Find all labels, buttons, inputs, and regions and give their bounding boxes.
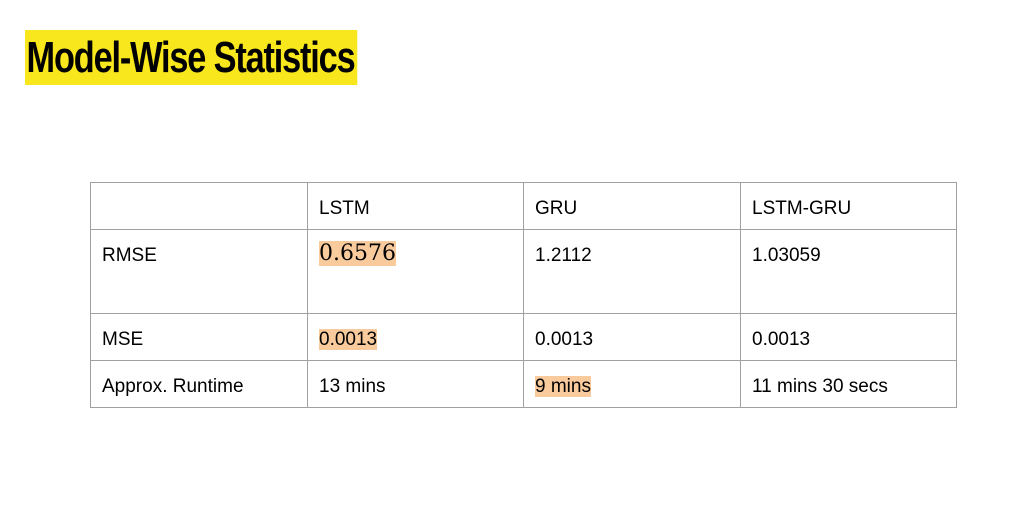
table-row-rmse: RMSE 0.6576 1.2112 1.03059 (90, 229, 957, 314)
cell-value: 11 mins 30 secs (752, 376, 888, 397)
cell-value: 0.0013 (535, 329, 594, 350)
table-cell: 0.0013 (740, 313, 957, 361)
cell-value: 0.0013 (752, 329, 811, 350)
table-row-runtime: Approx. Runtime 13 mins 9 mins 11 mins 3… (90, 360, 957, 408)
table-cell: 0.0013 (307, 313, 524, 361)
table-cell: 13 mins (307, 360, 524, 408)
table-cell: 0.0013 (523, 313, 741, 361)
header-cell-gru: GRU (523, 182, 741, 230)
cell-value: 1.2112 (535, 245, 592, 266)
highlighted-value: 0.0013 (319, 329, 378, 350)
row-label-cell: Approx. Runtime (90, 360, 308, 408)
row-label: RMSE (102, 245, 157, 266)
row-label-cell: RMSE (90, 229, 308, 314)
header-cell-lstm-gru: LSTM-GRU (740, 182, 957, 230)
header-label: LSTM (319, 198, 370, 219)
table-cell: 9 mins (523, 360, 741, 408)
table-cell: 1.2112 (523, 229, 741, 314)
table-cell: 1.03059 (740, 229, 957, 314)
highlighted-value: 0.6576 (319, 241, 396, 266)
table-row-mse: MSE 0.0013 0.0013 0.0013 (90, 313, 957, 361)
slide-title: Model-Wise Statistics (25, 30, 358, 85)
row-label: MSE (102, 329, 144, 350)
row-label-cell: MSE (90, 313, 308, 361)
cell-value: 13 mins (319, 376, 386, 397)
highlighted-value: 9 mins (535, 376, 591, 397)
row-label: Approx. Runtime (102, 376, 244, 397)
header-label: LSTM-GRU (752, 198, 852, 219)
cell-value: 1.03059 (752, 245, 821, 266)
header-cell-lstm: LSTM (307, 182, 524, 230)
model-statistics-table: LSTM GRU LSTM-GRU RMSE 0.6576 1.2112 1.0… (90, 182, 957, 408)
table-header-row: LSTM GRU LSTM-GRU (90, 182, 957, 230)
table-cell: 11 mins 30 secs (740, 360, 957, 408)
header-cell-empty (90, 182, 308, 230)
header-label: GRU (535, 198, 578, 219)
table-cell: 0.6576 (307, 229, 524, 314)
